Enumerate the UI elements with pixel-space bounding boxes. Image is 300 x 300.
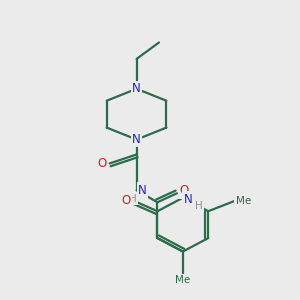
Text: O: O bbox=[98, 157, 107, 170]
Text: N: N bbox=[132, 82, 141, 95]
Text: Me: Me bbox=[236, 196, 251, 206]
Text: O: O bbox=[122, 194, 131, 207]
Text: O: O bbox=[180, 184, 189, 197]
Text: N: N bbox=[138, 184, 147, 197]
Text: Me: Me bbox=[175, 275, 190, 286]
Text: H: H bbox=[194, 201, 202, 211]
Text: N: N bbox=[184, 193, 193, 206]
Text: N: N bbox=[132, 133, 141, 146]
Text: H: H bbox=[129, 194, 137, 204]
